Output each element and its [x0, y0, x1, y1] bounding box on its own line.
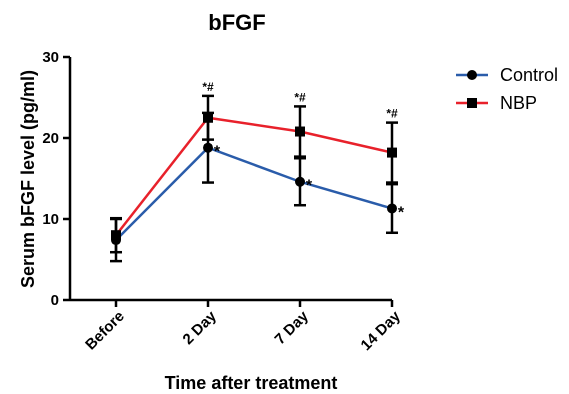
axes: 0 10 20 30 Before 2 Day 7 Day 14 Day [42, 49, 404, 354]
data-point-control [387, 203, 397, 214]
x-tick-label: 7 Day [272, 307, 313, 348]
data-point-nbp [295, 126, 305, 137]
annotation-nbp: *# [202, 80, 214, 94]
legend-label-nbp: NBP [500, 93, 537, 113]
series-line-control [115, 146, 393, 241]
data-point-control [295, 176, 305, 187]
data-point-nbp [111, 230, 121, 241]
plot-area: * * * *# *# *# [110, 80, 405, 263]
y-tick-label: 20 [42, 130, 59, 147]
legend-label-control: Control [500, 65, 558, 85]
annotation-nbp: *# [294, 90, 306, 104]
annotation-control: * [398, 204, 405, 221]
legend: Control NBP [456, 65, 558, 113]
x-tick-label: 14 Day [358, 307, 405, 354]
annotation-nbp: *# [386, 107, 398, 121]
series-line-nbp [115, 116, 393, 236]
y-axis-label: Serum bFGF level (pg/ml) [18, 70, 38, 288]
legend-marker-nbp [467, 98, 477, 108]
data-point-nbp [203, 112, 213, 123]
data-point-control [203, 142, 213, 153]
y-tick-label: 10 [42, 211, 59, 228]
chart-title: bFGF [208, 10, 265, 35]
x-tick-label: 2 Day [180, 307, 221, 348]
data-point-nbp [387, 147, 397, 158]
y-tick-label: 0 [51, 292, 59, 309]
y-tick-label: 30 [42, 49, 59, 66]
x-tick-label: Before [82, 308, 128, 354]
x-axis-label: Time after treatment [165, 373, 338, 393]
annotation-control: * [306, 178, 313, 195]
annotation-control: * [214, 144, 221, 161]
legend-marker-control [467, 70, 477, 80]
